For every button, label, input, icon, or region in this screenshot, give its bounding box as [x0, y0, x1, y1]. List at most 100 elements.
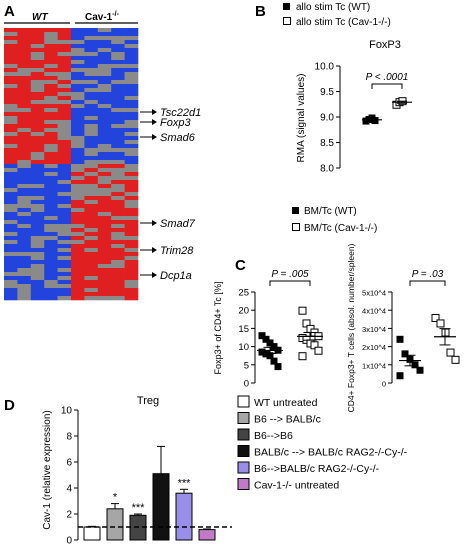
heatmap-cell [111, 200, 125, 205]
heatmap-cell [17, 292, 32, 297]
y-tick-label: 8 [66, 432, 72, 443]
heatmap-cell [17, 96, 32, 101]
heatmap-cell [44, 84, 58, 89]
heatmap-cell [17, 216, 32, 221]
heatmap-cell [17, 140, 32, 145]
heatmap-cell [71, 212, 85, 217]
heatmap-cell [30, 176, 45, 181]
heatmap-cell [17, 264, 32, 269]
heatmap-cell [4, 116, 18, 121]
heatmap-cell [57, 148, 72, 153]
heatmap-cell [84, 132, 99, 137]
y-tick-label: 4 [66, 484, 72, 495]
heatmap-cell [97, 160, 112, 165]
heatmap-cell [124, 116, 139, 121]
bar [198, 529, 216, 541]
heatmap-cell [4, 276, 18, 281]
heatmap-cell [30, 84, 45, 89]
heatmap-cell [111, 208, 125, 213]
heatmap-cell [71, 260, 85, 265]
heatmap-cell [57, 64, 72, 69]
heatmap-cell [111, 188, 125, 193]
heatmap-cell [57, 72, 72, 77]
heatmap-cell [97, 32, 112, 37]
heatmap-cell [57, 112, 72, 117]
heatmap-cell [44, 100, 58, 105]
heatmap-cell [124, 232, 139, 237]
heatmap-cell [44, 260, 58, 265]
heatmap-cell [84, 192, 99, 197]
heatmap-cell [57, 276, 72, 281]
heatmap-cell [30, 192, 45, 197]
heatmap-cell [17, 112, 32, 117]
chart-c-left: 0 5 10 15 20 25 P = .005 [238, 269, 323, 390]
panel-letter-c: C [235, 257, 246, 274]
heatmap-cell [111, 244, 125, 249]
heatmap-cell [17, 176, 32, 181]
y-tick-label: 9.0 [320, 113, 334, 124]
y-tick-label: 5 [244, 360, 249, 371]
heatmap-cell [30, 128, 45, 133]
heatmap-cell [4, 188, 18, 193]
legend-swatch [237, 445, 250, 457]
heatmap-cell [4, 196, 18, 201]
heatmap-cell [17, 276, 32, 281]
heatmap-cell [84, 116, 99, 121]
heatmap-cell [111, 120, 125, 125]
y-tick-label: 20 [238, 306, 249, 317]
heatmap-cell [124, 100, 139, 105]
heatmap-cell [17, 148, 32, 153]
heatmap-cell [71, 236, 85, 241]
heatmap-cell [4, 80, 18, 85]
heatmap-cell [57, 56, 72, 61]
heatmap-cell [57, 36, 72, 41]
heatmap-cell [111, 232, 125, 237]
heatmap-cell [111, 28, 125, 33]
heatmap-cell [30, 156, 45, 161]
heatmap-cell [84, 248, 99, 253]
heatmap-cell [71, 276, 85, 281]
data-point-wt [416, 366, 424, 374]
heatmap-cell [57, 136, 72, 141]
heatmap-cell [57, 180, 72, 185]
heatmap-cell [30, 272, 45, 277]
heatmap-cell [44, 104, 58, 109]
heatmap-cell [57, 44, 72, 49]
heatmap-cell [17, 136, 32, 141]
heatmap-cell [4, 176, 18, 181]
heatmap-cell [84, 32, 99, 37]
y-tick-label: 6 [66, 458, 72, 469]
gene-label: Smad6 [160, 132, 196, 144]
heatmap-cell [97, 128, 112, 133]
heatmap-cell [124, 68, 139, 73]
heatmap-cell [84, 276, 99, 281]
heatmap-cell [57, 292, 72, 297]
heatmap-cell [84, 36, 99, 41]
heatmap-cell [84, 208, 99, 213]
heatmap-cell [30, 108, 45, 113]
heatmap-cell [97, 172, 112, 177]
heatmap-cell [124, 144, 139, 149]
heatmap-cell [57, 76, 72, 81]
significance-bracket [371, 83, 403, 89]
heatmap-cell [17, 260, 32, 265]
heatmap-cell [97, 116, 112, 121]
heatmap-cell [84, 264, 99, 269]
data-point-wt [396, 372, 404, 380]
heatmap-cell [71, 200, 85, 205]
heatmap-cell [57, 28, 72, 33]
heatmap-cell [97, 180, 112, 185]
heatmap-cell [44, 196, 58, 201]
heatmap-cell [57, 264, 72, 269]
heatmap-cell [71, 128, 85, 133]
heatmap-cell [4, 224, 18, 229]
heatmap-cell [111, 80, 125, 85]
heatmap-cell [71, 208, 85, 213]
heatmap-cell [97, 196, 112, 201]
heatmap-cell [97, 188, 112, 193]
heatmap-cell [84, 204, 99, 209]
heatmap-cell [17, 192, 32, 197]
heatmap-cell [17, 272, 32, 277]
heatmap-cell [111, 272, 125, 277]
heatmap-cell [124, 96, 139, 101]
